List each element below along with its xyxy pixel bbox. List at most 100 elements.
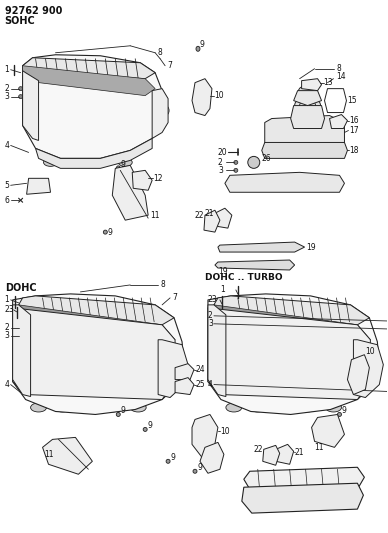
Polygon shape	[13, 308, 175, 400]
Polygon shape	[200, 442, 224, 473]
Polygon shape	[27, 179, 50, 194]
Ellipse shape	[19, 326, 23, 330]
Ellipse shape	[161, 106, 169, 116]
Text: 2: 2	[5, 84, 9, 93]
Ellipse shape	[130, 403, 146, 412]
Ellipse shape	[68, 158, 82, 166]
Polygon shape	[329, 115, 347, 128]
Polygon shape	[215, 208, 232, 228]
Text: 17: 17	[350, 126, 359, 135]
Text: 11: 11	[315, 443, 324, 452]
Ellipse shape	[43, 158, 57, 166]
Text: 1: 1	[5, 295, 9, 304]
Text: 8: 8	[160, 280, 165, 289]
Text: 9: 9	[120, 160, 125, 169]
Text: DOHC .. TURBO: DOHC .. TURBO	[205, 273, 282, 282]
Ellipse shape	[294, 96, 320, 115]
Ellipse shape	[19, 95, 23, 99]
Polygon shape	[175, 377, 194, 394]
Ellipse shape	[31, 403, 47, 412]
Polygon shape	[242, 483, 364, 513]
Ellipse shape	[19, 87, 23, 91]
Text: 8: 8	[336, 64, 341, 73]
Text: 16: 16	[350, 116, 359, 125]
Text: 20: 20	[218, 148, 227, 157]
Ellipse shape	[300, 100, 315, 111]
Text: 2: 2	[218, 158, 223, 167]
Polygon shape	[175, 364, 194, 379]
Ellipse shape	[248, 156, 260, 168]
Ellipse shape	[294, 122, 322, 135]
Polygon shape	[112, 165, 148, 220]
Polygon shape	[192, 415, 218, 457]
Text: 2: 2	[5, 324, 9, 332]
Polygon shape	[208, 305, 226, 397]
Polygon shape	[13, 305, 175, 348]
Polygon shape	[291, 106, 324, 128]
Ellipse shape	[103, 230, 107, 234]
Text: 21: 21	[294, 448, 304, 457]
Text: 19: 19	[218, 268, 227, 277]
Ellipse shape	[116, 166, 120, 171]
Text: 5: 5	[5, 181, 10, 190]
Ellipse shape	[104, 403, 120, 412]
Polygon shape	[347, 354, 369, 394]
Text: 21: 21	[204, 209, 214, 217]
Polygon shape	[353, 340, 383, 398]
Ellipse shape	[276, 403, 292, 412]
Ellipse shape	[234, 160, 238, 164]
Text: 7: 7	[172, 293, 177, 302]
Ellipse shape	[338, 413, 341, 416]
Polygon shape	[208, 305, 371, 348]
Polygon shape	[204, 210, 220, 232]
Text: 92762 900: 92762 900	[5, 6, 62, 16]
Polygon shape	[276, 445, 294, 464]
Ellipse shape	[299, 86, 317, 95]
Text: 4: 4	[5, 380, 10, 389]
Text: 9: 9	[341, 406, 346, 415]
Polygon shape	[36, 139, 152, 168]
Polygon shape	[244, 467, 364, 489]
Text: 1: 1	[220, 285, 225, 294]
Text: 4: 4	[208, 380, 213, 389]
Polygon shape	[152, 88, 168, 139]
Ellipse shape	[163, 108, 167, 113]
Ellipse shape	[250, 403, 266, 412]
Text: 11: 11	[150, 211, 159, 220]
Ellipse shape	[54, 403, 71, 412]
Text: 13: 13	[324, 78, 333, 87]
Ellipse shape	[118, 158, 132, 166]
Polygon shape	[23, 71, 38, 141]
Text: 24: 24	[196, 365, 206, 374]
Polygon shape	[208, 294, 379, 415]
Ellipse shape	[300, 403, 315, 412]
Ellipse shape	[226, 403, 242, 412]
Text: 6: 6	[5, 196, 10, 205]
Text: 10: 10	[220, 427, 230, 436]
Polygon shape	[23, 58, 155, 79]
Text: 9: 9	[170, 453, 175, 462]
Ellipse shape	[19, 334, 23, 338]
Text: 19: 19	[307, 243, 316, 252]
Polygon shape	[301, 79, 322, 91]
Text: 7: 7	[167, 61, 172, 70]
Text: 2: 2	[208, 311, 213, 320]
Polygon shape	[218, 242, 305, 252]
Ellipse shape	[326, 403, 341, 412]
Ellipse shape	[94, 158, 107, 166]
Polygon shape	[192, 79, 212, 116]
Text: 14: 14	[336, 72, 346, 81]
Text: 15: 15	[347, 96, 357, 105]
Ellipse shape	[80, 403, 96, 412]
Polygon shape	[23, 66, 155, 95]
Polygon shape	[13, 294, 184, 415]
Polygon shape	[214, 296, 369, 325]
Text: 1: 1	[5, 65, 9, 74]
Text: 18: 18	[350, 146, 359, 155]
Text: 3: 3	[208, 319, 213, 328]
Text: 25: 25	[196, 380, 206, 389]
Text: 9: 9	[120, 406, 125, 415]
Text: 23: 23	[208, 295, 218, 304]
Polygon shape	[294, 91, 322, 106]
Text: 4: 4	[5, 141, 10, 150]
